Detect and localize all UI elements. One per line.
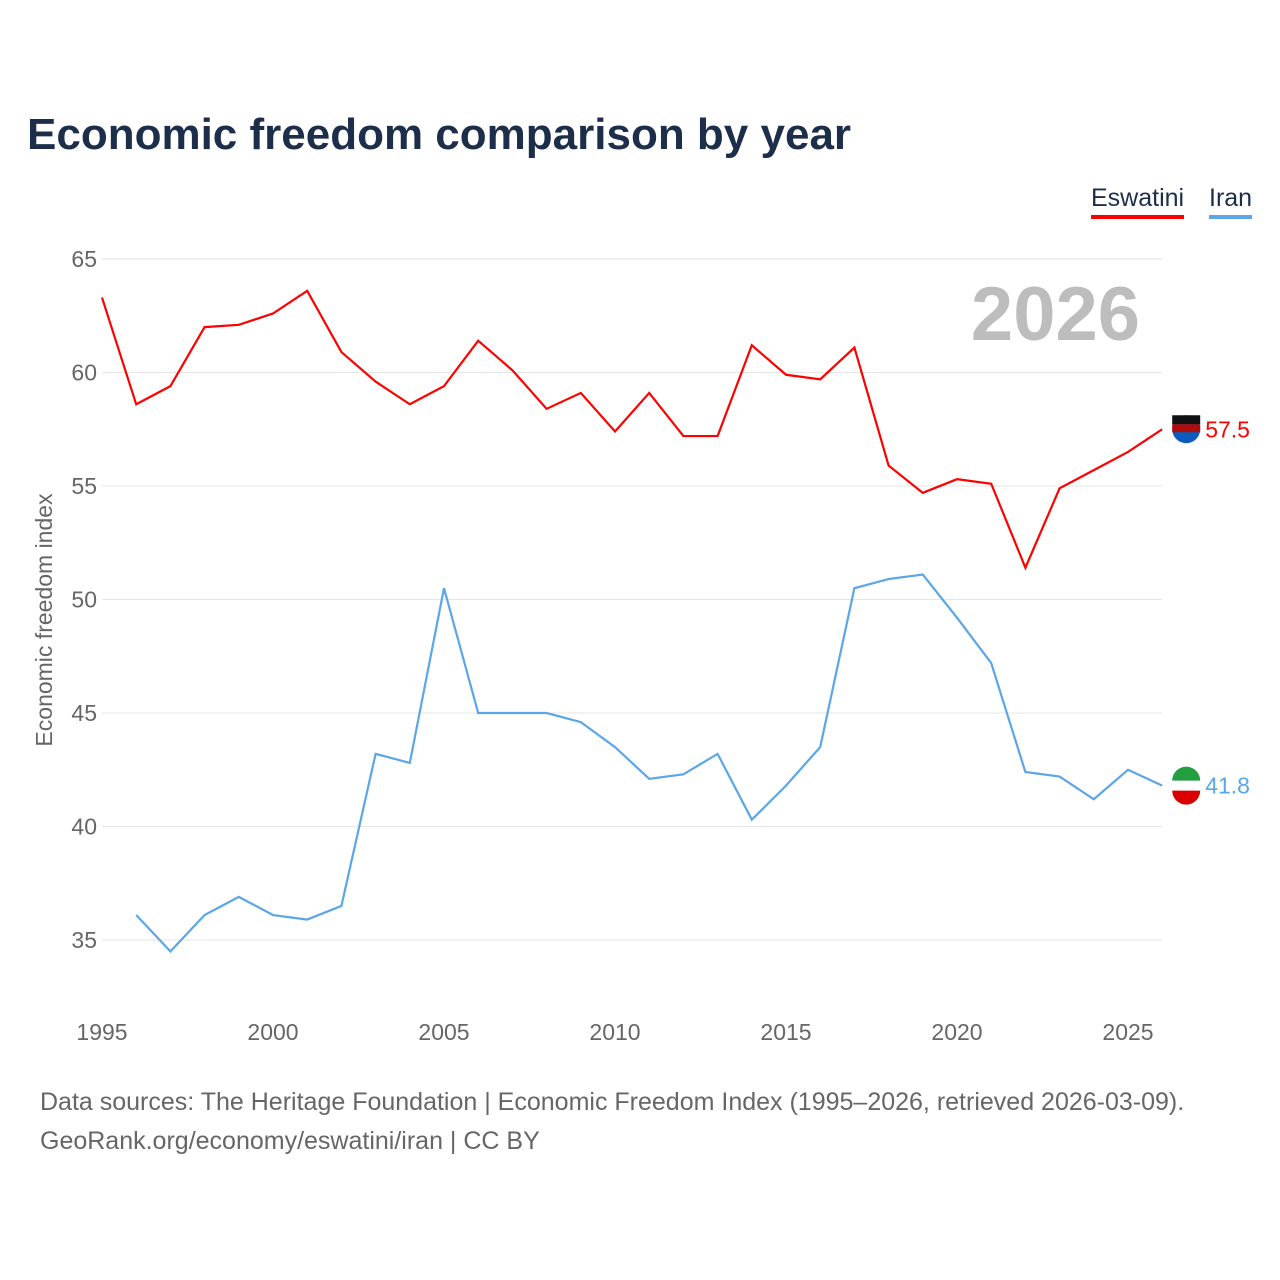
chart-title: Economic freedom comparison by year bbox=[27, 110, 852, 159]
x-tick-label: 2025 bbox=[1102, 1019, 1153, 1045]
y-tick-label: 65 bbox=[71, 246, 97, 272]
x-tick-label: 2000 bbox=[247, 1019, 298, 1045]
y-tick-label: 35 bbox=[71, 927, 97, 953]
x-tick-label: 2010 bbox=[589, 1019, 640, 1045]
x-tick-label: 2015 bbox=[760, 1019, 811, 1045]
flag-stripe bbox=[1172, 424, 1201, 433]
y-tick-label: 50 bbox=[71, 587, 97, 613]
flag-stripe bbox=[1172, 766, 1201, 781]
flag-stripe bbox=[1172, 790, 1201, 805]
series-line-eswatini bbox=[100, 289, 1163, 571]
flag-stripe bbox=[1172, 415, 1201, 425]
x-tick-label: 2005 bbox=[418, 1019, 469, 1045]
source-note: Data sources: The Heritage Foundation | … bbox=[40, 1088, 1185, 1116]
end-value-label-eswatini: 57.5 bbox=[1205, 416, 1250, 442]
year-label: 2026 bbox=[971, 272, 1140, 357]
x-tick-label: 2020 bbox=[931, 1019, 982, 1045]
y-tick-label: 55 bbox=[71, 473, 97, 499]
legend-eswatini[interactable]: Eswatini bbox=[1091, 184, 1185, 219]
y-tick-label: 45 bbox=[71, 700, 97, 726]
series-line-iran bbox=[135, 573, 1163, 953]
end-value-label-iran: 41.8 bbox=[1205, 773, 1250, 799]
y-tick-label: 60 bbox=[71, 360, 97, 386]
y-axis-label: Economic freedom index bbox=[31, 493, 57, 747]
y-tick-label: 40 bbox=[71, 814, 97, 840]
x-tick-label: 1995 bbox=[76, 1019, 127, 1045]
source-link[interactable]: GeoRank.org/economy/eswatini/iran | CC B… bbox=[40, 1127, 540, 1155]
legend-iran[interactable]: Iran bbox=[1209, 184, 1253, 219]
